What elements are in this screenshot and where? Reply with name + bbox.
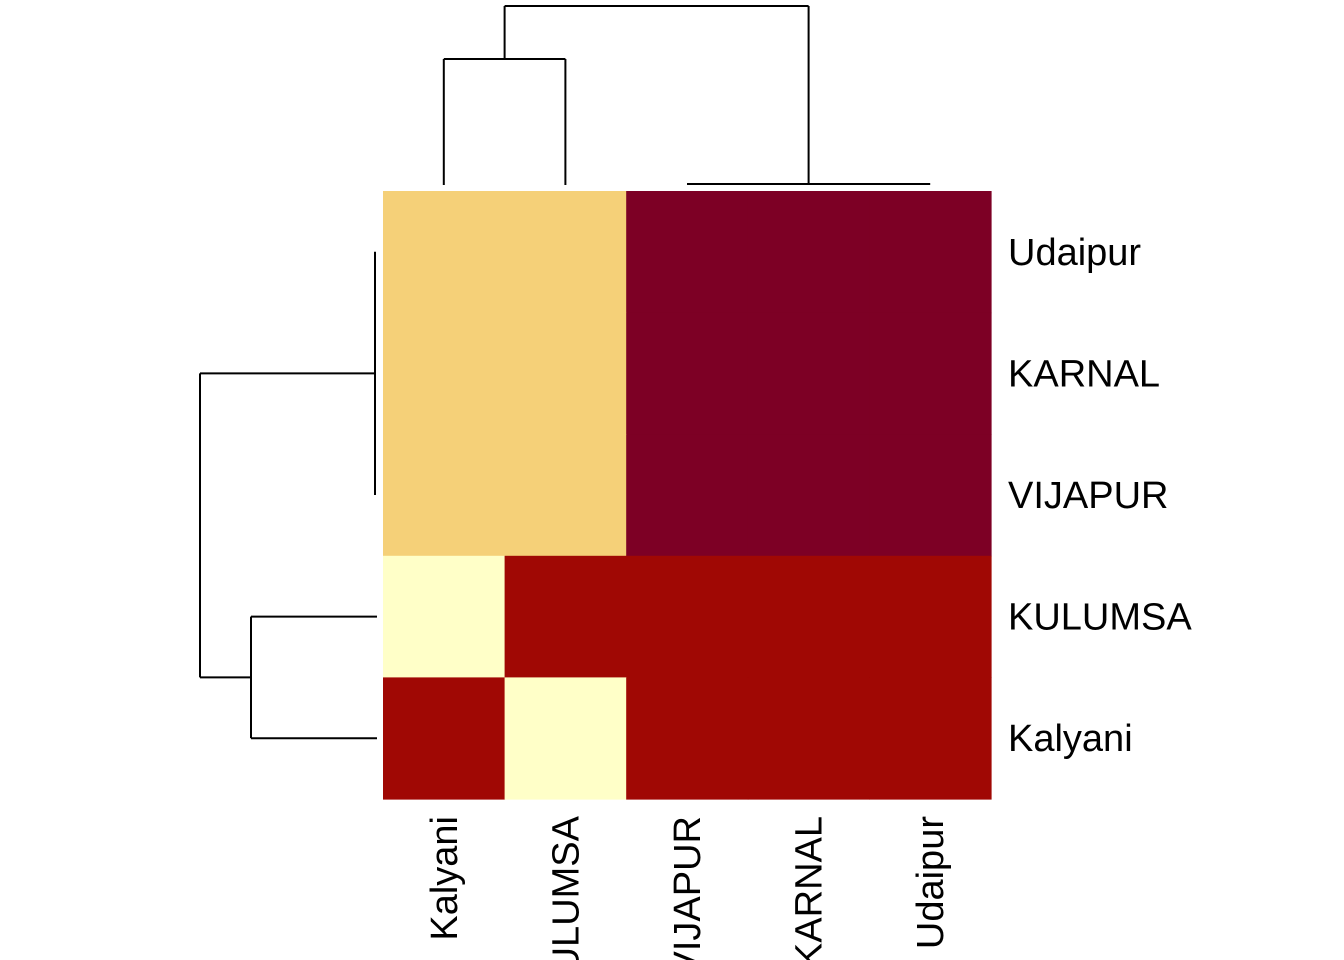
heatmap-cell-KARNAL-Kalyani xyxy=(383,312,506,435)
heatmap-cell-VIJAPUR-Udaipur xyxy=(869,434,992,557)
heatmap-cell-VIJAPUR-KULUMSA xyxy=(504,434,627,557)
heatmap-cell-Kalyani-Kalyani xyxy=(383,677,506,800)
heatmap-cell-KULUMSA-KULUMSA xyxy=(504,555,627,678)
heatmap-cells xyxy=(383,191,992,800)
column-label: VIJAPUR xyxy=(667,816,709,960)
heatmap-cell-VIJAPUR-VIJAPUR xyxy=(626,434,749,557)
heatmap-cell-KARNAL-KULUMSA xyxy=(504,312,627,435)
column-label: KARNAL xyxy=(789,816,831,960)
heatmap-cell-KULUMSA-VIJAPUR xyxy=(626,555,749,678)
row-label: VIJAPUR xyxy=(1008,475,1168,517)
column-label: KULUMSA xyxy=(545,815,587,960)
heatmap-cell-KULUMSA-KARNAL xyxy=(747,555,870,678)
row-dendrogram xyxy=(199,251,377,740)
row-label: Kalyani xyxy=(1008,718,1133,760)
heatmap-cell-Kalyani-KARNAL xyxy=(747,677,870,800)
heatmap-cell-Kalyani-Udaipur xyxy=(869,677,992,800)
heatmap-cell-Udaipur-Udaipur xyxy=(869,191,992,314)
row-label: KARNAL xyxy=(1008,353,1160,395)
heatmap-cell-VIJAPUR-Kalyani xyxy=(383,434,506,557)
heatmap-cell-KARNAL-Udaipur xyxy=(869,312,992,435)
heatmap-cell-Udaipur-KARNAL xyxy=(747,191,870,314)
heatmap-cell-Udaipur-KULUMSA xyxy=(504,191,627,314)
column-labels: Kalyani KULUMSA VIJAPUR KARNAL Udaipur xyxy=(424,815,952,960)
heatmap-cell-Udaipur-Kalyani xyxy=(383,191,506,314)
column-label: Kalyani xyxy=(424,816,466,941)
heatmap-cell-Kalyani-VIJAPUR xyxy=(626,677,749,800)
heatmap-cell-Kalyani-KULUMSA xyxy=(504,677,627,800)
heatmap-cell-VIJAPUR-KARNAL xyxy=(747,434,870,557)
column-dendrogram xyxy=(442,5,931,185)
heatmap-cell-KARNAL-VIJAPUR xyxy=(626,312,749,435)
column-label: Udaipur xyxy=(910,816,952,949)
row-labels: Udaipur KARNAL VIJAPUR KULUMSA Kalyani xyxy=(1008,232,1192,760)
heatmap-cell-Udaipur-VIJAPUR xyxy=(626,191,749,314)
heatmap-cell-KARNAL-KARNAL xyxy=(747,312,870,435)
heatmap-cell-KULUMSA-Udaipur xyxy=(869,555,992,678)
row-label: Udaipur xyxy=(1008,232,1141,274)
row-label: KULUMSA xyxy=(1008,597,1192,639)
heatmap-cell-KULUMSA-Kalyani xyxy=(383,555,506,678)
